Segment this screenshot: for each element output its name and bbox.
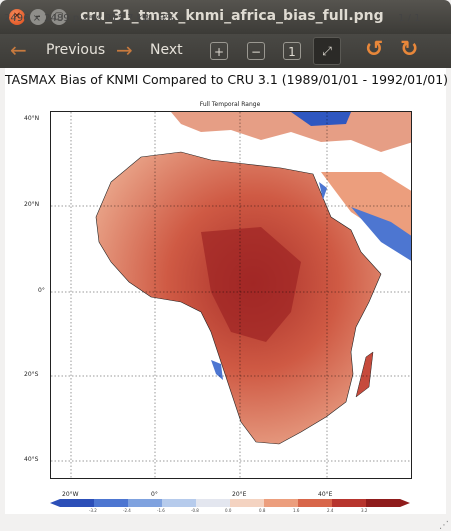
colorbar-tick-label: -0.8 xyxy=(191,508,199,513)
colorbar-swatch xyxy=(298,499,333,507)
colorbar-extend-low xyxy=(50,499,60,507)
colorbar-tick-label: 2.4 xyxy=(327,508,334,513)
rotate-left-icon[interactable]: ↺ xyxy=(365,37,384,62)
next-button[interactable]: Next xyxy=(150,42,183,58)
previous-button[interactable]: Previous xyxy=(46,42,106,58)
colorbar-tick-label: 0.0 xyxy=(225,508,232,513)
lat-label-20n: 20°N xyxy=(24,201,40,208)
colorbar-swatch xyxy=(230,499,265,507)
bias-map xyxy=(50,111,412,479)
status-page-count: 1 / 1 xyxy=(398,13,421,24)
rotate-right-icon[interactable]: ↻ xyxy=(400,37,419,62)
colorbar-tick-label: 1.6 xyxy=(293,508,300,513)
close-window-button[interactable]: ✕ xyxy=(9,9,25,25)
resize-grip-icon[interactable]: ⋰ xyxy=(439,520,449,531)
colorbar-swatch xyxy=(60,499,95,507)
previous-arrow-icon[interactable]: ← xyxy=(10,38,27,62)
lat-label-0: 0° xyxy=(38,287,45,294)
colorbar-tick-label: -1.6 xyxy=(157,508,165,513)
zoom-in-icon[interactable]: + xyxy=(210,42,228,60)
colorbar-tick-label: -2.4 xyxy=(123,508,131,513)
colorbar-tick-label: -3.2 xyxy=(89,508,97,513)
colorbar-swatch xyxy=(196,499,231,507)
colorbar-extend-high xyxy=(400,499,410,507)
lat-label-20s: 20°S xyxy=(24,371,39,378)
zoom-out-icon[interactable]: − xyxy=(247,42,265,60)
lon-label-20e: 20°E xyxy=(232,491,247,498)
best-fit-icon[interactable]: ⤢ xyxy=(313,37,341,65)
colorbar-swatch xyxy=(128,499,163,507)
colorbar-tick-label: 0.8 xyxy=(259,508,266,513)
colorbar-tick-label: 3.2 xyxy=(361,508,368,513)
lat-label-40n: 40°N xyxy=(24,115,40,122)
lat-label-40s: 40°S xyxy=(24,456,39,463)
colorbar-swatch xyxy=(332,499,367,507)
status-image-info: 2496 × 2489 pixels 915.7 kB 19% xyxy=(4,13,175,24)
africa-map-graphic xyxy=(51,112,411,478)
colorbar-swatch xyxy=(94,499,129,507)
colorbar-swatch xyxy=(162,499,197,507)
title-bar: ✕ – ▢ cru_31_tmax_knmi_africa_bias_full.… xyxy=(0,0,451,34)
figure-title: TASMAX Bias of KNMI Compared to CRU 3.1 … xyxy=(5,72,449,87)
minimize-window-button[interactable]: – xyxy=(30,9,46,25)
normal-size-icon[interactable]: 1 xyxy=(283,42,301,60)
next-arrow-icon[interactable]: → xyxy=(116,38,133,62)
lon-label-20w: 20°W xyxy=(62,491,79,498)
status-bar xyxy=(0,514,451,530)
lon-label-0: 0° xyxy=(151,491,158,498)
maximize-window-button[interactable]: ▢ xyxy=(51,9,67,25)
figure-subtitle: Full Temporal Range xyxy=(199,101,261,108)
colorbar-swatch xyxy=(366,499,401,507)
toolbar: ← Previous → Next + − 1 ⤢ ↺ ↻ xyxy=(0,34,451,68)
colorbar xyxy=(50,499,410,507)
colorbar-swatch xyxy=(264,499,299,507)
window-title: cru_31_tmax_knmi_africa_bias_full.png xyxy=(80,8,384,24)
lon-label-40e: 40°E xyxy=(318,491,333,498)
